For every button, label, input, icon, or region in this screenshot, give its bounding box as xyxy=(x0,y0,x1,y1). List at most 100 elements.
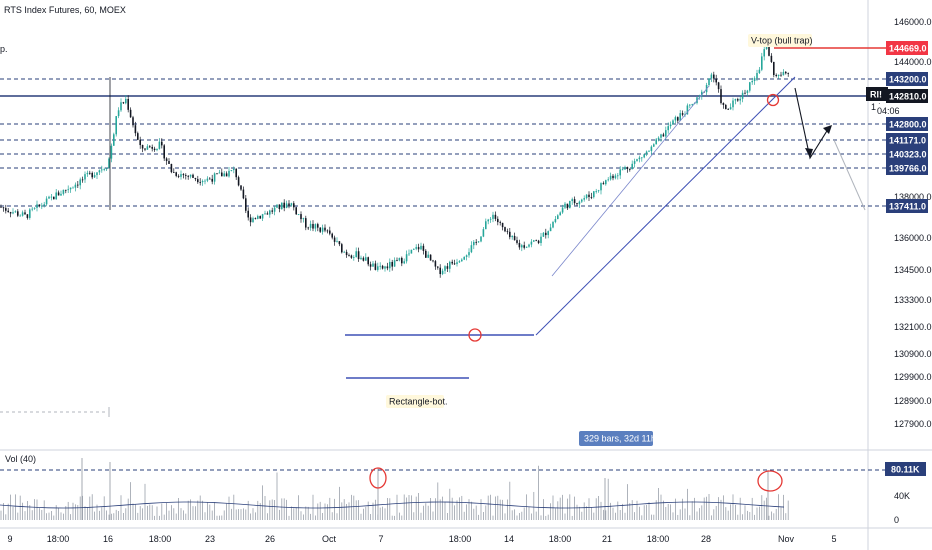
candle-body xyxy=(756,73,758,78)
time-tick-label: 5 xyxy=(831,534,836,544)
candle-body xyxy=(75,185,77,188)
candle-body xyxy=(615,176,617,179)
candle-body xyxy=(413,249,415,250)
candle-body xyxy=(723,103,725,105)
candle-body xyxy=(514,236,516,240)
candle-body xyxy=(495,215,497,219)
candle-body xyxy=(535,240,537,241)
time-tick-label: 18:00 xyxy=(149,534,172,544)
candle-body xyxy=(36,204,38,207)
candle-body xyxy=(715,78,717,82)
candle-body xyxy=(564,204,566,208)
candle-body xyxy=(555,219,557,222)
candle-body xyxy=(581,200,583,202)
time-tick-label: 26 xyxy=(265,534,275,544)
candle-body xyxy=(341,244,343,252)
price-tick-label: 144000.0 xyxy=(894,57,932,67)
candle-body xyxy=(187,176,189,177)
candle-body xyxy=(586,195,588,198)
candle-body xyxy=(317,224,319,228)
candle-body xyxy=(355,251,357,257)
candle-body xyxy=(667,126,669,130)
candle-body xyxy=(761,56,763,69)
candle-body xyxy=(46,199,48,205)
candle-body xyxy=(653,144,655,146)
candle-body xyxy=(567,204,569,208)
candle-body xyxy=(5,208,7,211)
candle-body xyxy=(264,213,266,214)
candle-body xyxy=(675,117,677,120)
candle-body xyxy=(48,197,50,199)
candle-body xyxy=(276,204,278,207)
candle-body xyxy=(658,138,660,140)
candle-body xyxy=(387,266,389,268)
candle-body xyxy=(737,99,739,100)
candle-body xyxy=(754,78,756,81)
candle-body xyxy=(571,199,573,201)
candle-body xyxy=(593,191,595,197)
candle-body xyxy=(70,188,72,190)
candle-body xyxy=(718,82,720,89)
candle-body xyxy=(293,203,295,207)
candle-body xyxy=(663,134,665,136)
candle-body xyxy=(751,81,753,82)
candle-body xyxy=(65,190,67,191)
candle-body xyxy=(281,203,283,209)
candle-body xyxy=(27,214,29,218)
candle-body xyxy=(423,246,425,251)
price-tick-label: 130900.0 xyxy=(894,349,932,359)
candle-body xyxy=(221,173,223,177)
candle-body xyxy=(499,222,501,223)
candle-body xyxy=(430,255,432,261)
rectangle-note[interactable]: Rectangle-bot. xyxy=(389,397,448,407)
candle-body xyxy=(144,148,146,149)
candle-body xyxy=(579,202,581,205)
time-tick-label: 16 xyxy=(103,534,113,544)
candle-body xyxy=(394,260,396,266)
v-top-note[interactable]: V-top (bull trap) xyxy=(751,36,813,46)
candle-body xyxy=(262,214,264,218)
time-tick-label: 18:00 xyxy=(549,534,572,544)
candle-body xyxy=(60,194,62,196)
candle-body xyxy=(310,224,312,228)
candle-body xyxy=(269,210,271,214)
candle-body xyxy=(519,243,521,247)
candle-body xyxy=(471,245,473,252)
price-tick-label: 134500.0 xyxy=(894,265,932,275)
candle-body xyxy=(360,258,362,259)
candle-body xyxy=(557,215,559,219)
candle-body xyxy=(451,262,453,264)
time-tick-label: 21 xyxy=(602,534,612,544)
candle-body xyxy=(204,181,206,182)
candle-body xyxy=(648,151,650,152)
candle-body xyxy=(286,203,288,207)
candle-body xyxy=(485,221,487,229)
candle-body xyxy=(82,179,84,180)
candle-body xyxy=(449,262,451,269)
candle-body xyxy=(473,242,475,245)
tag-140323: 140323.0 xyxy=(889,150,927,160)
candle-body xyxy=(257,216,259,219)
candle-body xyxy=(209,179,211,180)
candle-body xyxy=(41,206,43,207)
candle-body xyxy=(365,257,367,260)
candle-body xyxy=(39,204,41,206)
candle-body xyxy=(216,173,218,174)
candle-body xyxy=(151,147,153,149)
candle-body xyxy=(279,204,281,209)
time-tick-label: 18:00 xyxy=(647,534,670,544)
candle-body xyxy=(478,241,480,242)
candle-body xyxy=(363,258,365,261)
chart-title: RTS Index Futures, 60, MOEX xyxy=(4,5,126,15)
candle-body xyxy=(58,192,60,195)
candle-body xyxy=(173,172,175,173)
candle-body xyxy=(689,105,691,106)
candle-body xyxy=(238,177,240,185)
tag-142810: 142810.0 xyxy=(889,92,927,102)
candle-body xyxy=(389,262,391,268)
price-tick-label: 132100.0 xyxy=(894,322,932,332)
candle-body xyxy=(562,208,564,213)
candle-body xyxy=(418,247,420,249)
